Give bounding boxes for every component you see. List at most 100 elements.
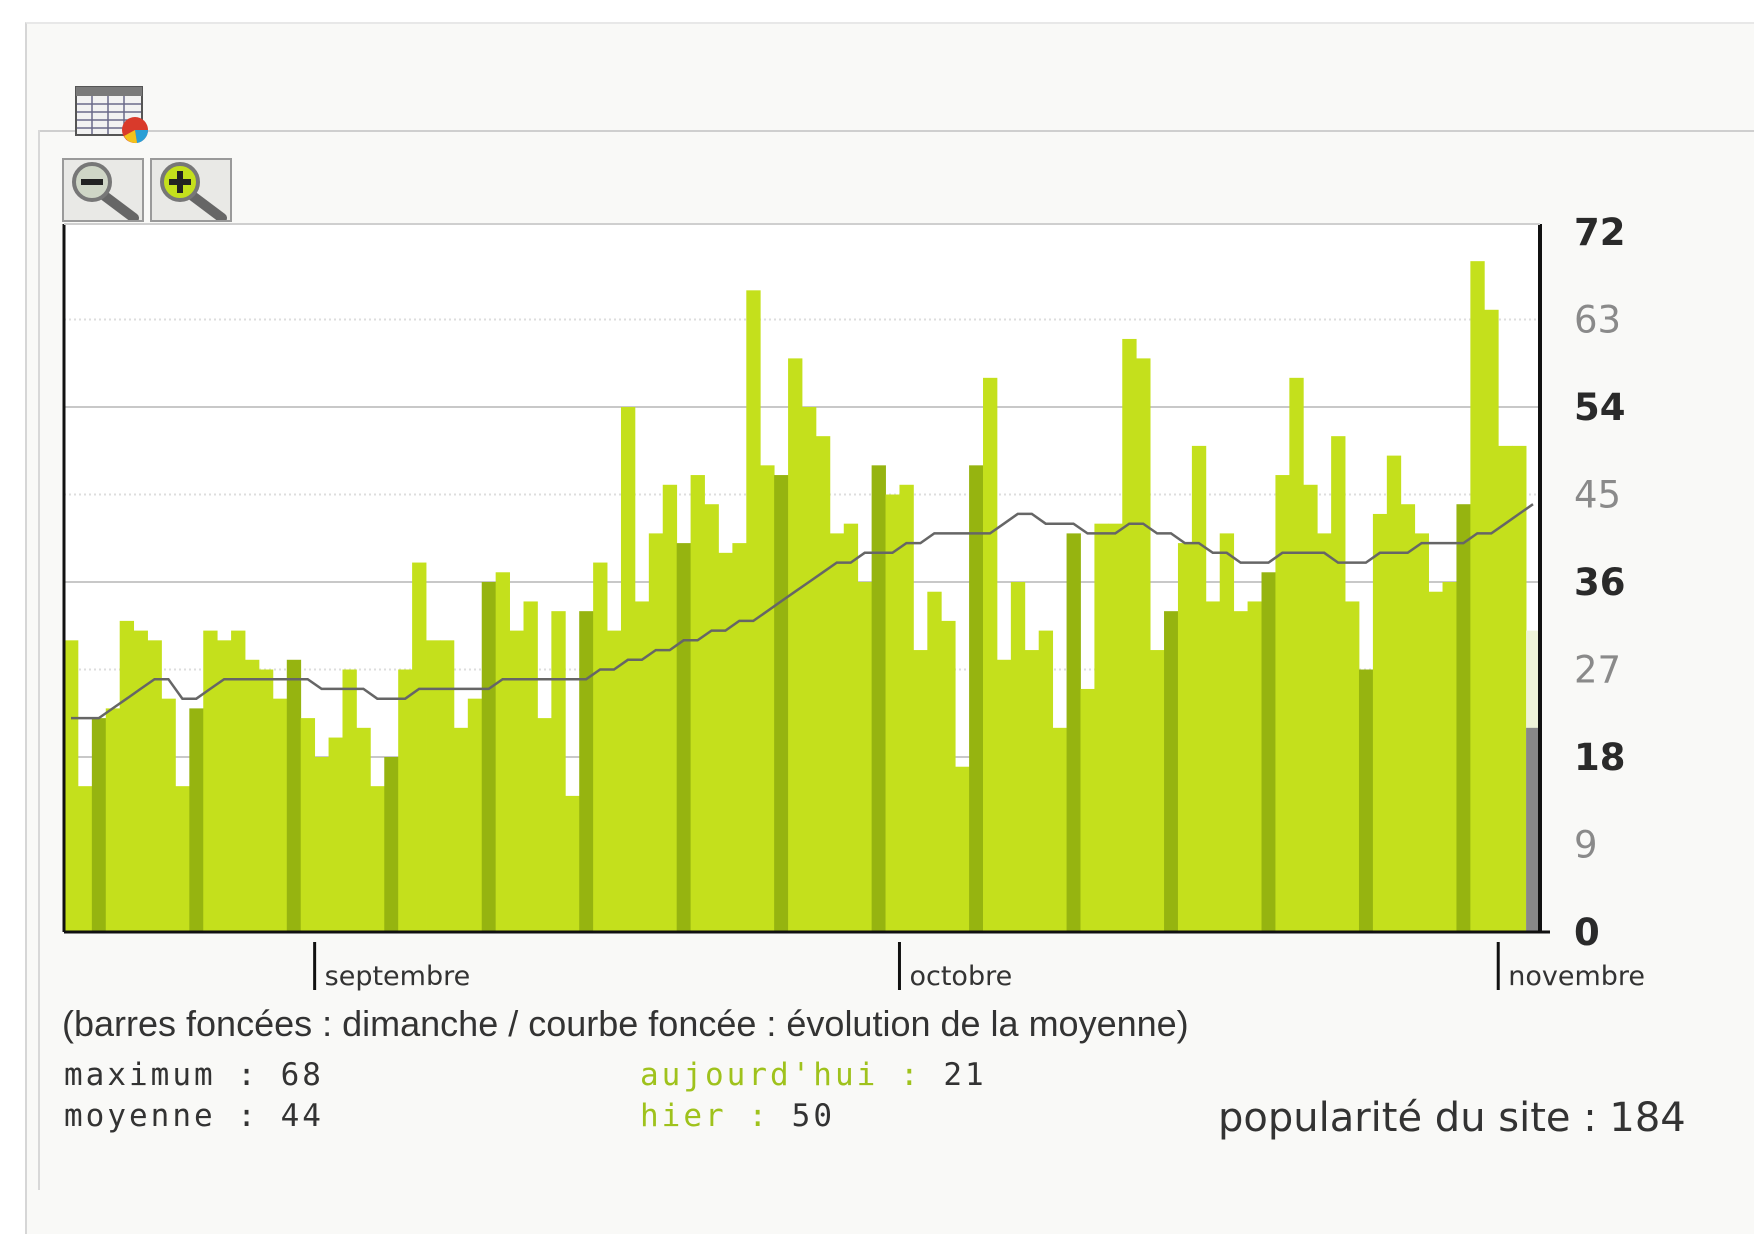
month-label: octobre bbox=[909, 961, 1012, 992]
zoom-in-button[interactable] bbox=[150, 158, 232, 223]
y-tick-label: 72 bbox=[1574, 211, 1626, 254]
day-bar bbox=[412, 562, 427, 932]
day-bar bbox=[1345, 601, 1360, 932]
average-trend-line bbox=[71, 503, 1534, 720]
day-bar bbox=[788, 358, 803, 932]
day-bar bbox=[245, 659, 260, 932]
day-bar bbox=[258, 669, 274, 932]
table-chart-icon[interactable] bbox=[75, 86, 157, 144]
sunday-bar bbox=[579, 611, 594, 932]
stat-moyenne: moyenne : 44 bbox=[64, 1098, 324, 1134]
day-bar bbox=[551, 611, 566, 932]
day-bar bbox=[453, 727, 469, 932]
day-bar bbox=[746, 290, 761, 932]
day-bar bbox=[885, 494, 900, 932]
sunday-bar bbox=[189, 708, 204, 932]
day-bar bbox=[1470, 261, 1485, 933]
day-bar bbox=[1498, 445, 1513, 932]
day-bar bbox=[1233, 611, 1248, 932]
stat-maximum: maximum : 68 bbox=[64, 1057, 324, 1093]
sunday-bar bbox=[286, 659, 302, 932]
day-bar bbox=[77, 786, 93, 932]
zoom-out-button[interactable] bbox=[62, 158, 144, 223]
visits-bar-chart: 0 9 18 27 36 45 54 63 72 septembre octobre novembr… bbox=[62, 211, 1645, 992]
day-bar bbox=[370, 786, 385, 932]
daily-bars bbox=[64, 261, 1540, 933]
day-bar bbox=[1122, 338, 1137, 932]
sunday-bar bbox=[969, 465, 984, 932]
day-bar bbox=[941, 620, 956, 932]
month-label: septembre bbox=[325, 961, 471, 992]
day-bar bbox=[175, 786, 190, 932]
y-tick-label: 54 bbox=[1574, 386, 1626, 429]
day-bar bbox=[1303, 484, 1318, 932]
sunday-bar bbox=[384, 757, 399, 932]
zoom-in-magnifier-icon bbox=[160, 162, 227, 223]
day-bar bbox=[829, 533, 845, 932]
day-bar bbox=[955, 766, 970, 932]
day-bar bbox=[1372, 513, 1388, 932]
day-bar bbox=[1080, 688, 1095, 932]
zoom-out-magnifier-icon bbox=[72, 162, 139, 223]
day-bar bbox=[732, 543, 747, 932]
day-bar bbox=[1512, 445, 1527, 932]
day-bar bbox=[328, 737, 343, 932]
sunday-bar bbox=[1456, 504, 1471, 932]
day-bar bbox=[913, 650, 928, 932]
day-bar bbox=[314, 757, 329, 932]
day-bar bbox=[1414, 533, 1430, 932]
y-tick-label: 27 bbox=[1574, 649, 1621, 692]
stat-aujourdhui: aujourd'hui : 21 bbox=[640, 1057, 987, 1093]
today-bar bbox=[1526, 727, 1540, 932]
day-bar bbox=[495, 572, 510, 932]
day-bar bbox=[133, 630, 148, 932]
day-bar bbox=[927, 591, 942, 932]
day-bar bbox=[996, 659, 1012, 932]
sunday-bar bbox=[774, 475, 789, 932]
day-bar bbox=[1024, 650, 1040, 932]
day-bar bbox=[217, 640, 232, 932]
site-popularity: popularité du site : 184 bbox=[1218, 1095, 1686, 1141]
day-bar bbox=[1275, 475, 1290, 932]
y-tick-label: 63 bbox=[1574, 299, 1621, 342]
sunday-bar bbox=[91, 718, 107, 932]
day-bar bbox=[119, 620, 135, 932]
day-bar bbox=[1331, 436, 1346, 932]
stat-aujourdhui-value: 21 bbox=[943, 1057, 987, 1093]
y-tick-label: 36 bbox=[1574, 561, 1626, 604]
day-bar bbox=[1289, 377, 1304, 932]
day-bar bbox=[272, 698, 288, 932]
day-bar bbox=[1038, 630, 1054, 932]
day-bar bbox=[64, 640, 79, 932]
stat-hier: hier : 50 bbox=[640, 1098, 835, 1134]
day-bar bbox=[662, 484, 678, 932]
day-bar bbox=[203, 630, 218, 932]
day-bar bbox=[1219, 533, 1235, 932]
day-bar bbox=[398, 669, 413, 932]
month-labels: septembreoctobrenovembredécembre bbox=[313, 942, 1645, 992]
widget-left-border bbox=[38, 130, 40, 1190]
day-bar bbox=[704, 504, 719, 932]
day-bar bbox=[634, 601, 650, 932]
day-bar bbox=[1136, 358, 1151, 932]
day-bar bbox=[760, 465, 775, 932]
day-bar bbox=[439, 640, 455, 932]
day-bar bbox=[718, 552, 733, 932]
day-bar bbox=[147, 640, 162, 932]
day-bar bbox=[899, 484, 914, 932]
y-axis-ticks: 0 9 18 27 36 45 54 63 72 bbox=[1574, 211, 1626, 954]
day-bar bbox=[1442, 582, 1457, 932]
sunday-bar bbox=[1066, 533, 1081, 932]
chart-caption: (barres foncées : dimanche / courbe fonc… bbox=[62, 1003, 1189, 1044]
day-bar bbox=[802, 407, 817, 932]
day-bar bbox=[620, 407, 636, 932]
day-bar bbox=[467, 698, 483, 932]
day-bar bbox=[1010, 582, 1026, 932]
day-bar bbox=[1191, 445, 1207, 932]
y-tick-label: 9 bbox=[1574, 824, 1598, 867]
day-bar bbox=[843, 523, 859, 932]
stat-hier-label: hier : bbox=[640, 1098, 770, 1134]
month-label: novembre bbox=[1508, 961, 1645, 992]
day-bar bbox=[565, 795, 580, 932]
day-bar bbox=[523, 601, 538, 932]
